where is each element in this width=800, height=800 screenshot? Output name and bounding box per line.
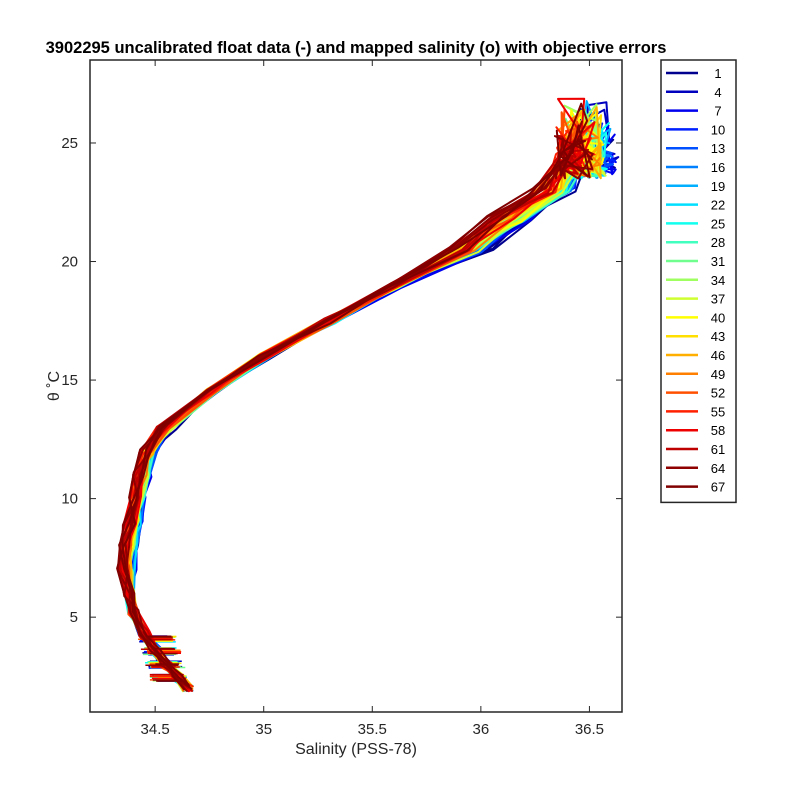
data-lines — [116, 97, 620, 693]
profile-line — [123, 154, 614, 692]
profile-line — [123, 152, 598, 689]
legend-label: 58 — [711, 423, 725, 438]
legend-box — [660, 59, 737, 504]
profile-line — [118, 108, 578, 692]
legend-label: 1 — [714, 66, 721, 81]
y-tick-label: 20 — [61, 254, 78, 271]
legend-label: 34 — [711, 273, 725, 288]
profile-line — [127, 147, 610, 688]
profile-line — [125, 152, 594, 690]
plot-area: 34.5 35 35.5 36 36.5 5 10 15 20 25 — [61, 59, 623, 738]
y-tick-label: 25 — [61, 135, 78, 152]
legend-label: 46 — [711, 348, 725, 363]
legend-label: 13 — [711, 141, 725, 156]
profile-line — [121, 102, 589, 687]
profile-line — [120, 152, 583, 692]
profile-line — [128, 138, 615, 691]
profile-line — [122, 97, 596, 692]
legend-label: 40 — [711, 310, 725, 325]
profile-line — [121, 151, 606, 692]
profile-line — [126, 155, 616, 687]
x-tick-label: 36.5 — [575, 721, 604, 738]
profile-line — [122, 144, 601, 688]
x-tick-label: 36 — [473, 721, 490, 738]
profile-line — [116, 124, 591, 690]
y-tick-label: 10 — [61, 491, 78, 508]
legend-label: 10 — [711, 122, 725, 137]
profile-line — [122, 149, 607, 693]
y-tick-label: 15 — [61, 372, 78, 389]
x-axis-label: Salinity (PSS-78) — [295, 741, 417, 758]
x-tick-label: 35 — [255, 721, 272, 738]
profile-line — [118, 140, 593, 691]
profile-line — [129, 155, 617, 691]
profile-line — [128, 142, 602, 688]
legend-label: 16 — [711, 160, 725, 175]
legend-label: 22 — [711, 198, 725, 213]
profile-line — [125, 143, 606, 687]
legend: 1 4 7 10 13 16 19 22 25 28 31 34 37 40 43 46 49 52 55 58 61 6… — [660, 59, 737, 504]
profile-line — [122, 151, 596, 689]
profile-line — [126, 153, 616, 688]
profile-line — [124, 150, 613, 692]
chart-title: 3902295 uncalibrated float data (-) and … — [46, 39, 667, 57]
legend-label: 61 — [711, 442, 725, 457]
legend-label: 4 — [714, 85, 721, 100]
legend-label: 49 — [711, 367, 725, 382]
legend-label: 7 — [714, 104, 721, 119]
legend-label: 28 — [711, 235, 725, 250]
axes-box — [89, 59, 623, 713]
profile-line — [125, 143, 613, 691]
profile-line — [127, 141, 620, 688]
legend-label: 25 — [711, 216, 725, 231]
legend-label: 19 — [711, 179, 725, 194]
x-tick-label: 34.5 — [141, 721, 170, 738]
profile-line — [127, 150, 608, 692]
profile-line — [119, 153, 596, 692]
legend-label: 43 — [711, 329, 725, 344]
legend-label: 37 — [711, 292, 725, 307]
y-tick-label: 5 — [70, 609, 78, 626]
legend-label: 52 — [711, 386, 725, 401]
legend-label: 64 — [711, 461, 725, 476]
y-axis-label: θ ˚C — [46, 371, 63, 401]
profile-line — [120, 103, 598, 689]
x-tick-label: 35.5 — [358, 721, 387, 738]
profile-line — [123, 138, 606, 690]
legend-label: 67 — [711, 480, 725, 495]
legend-label: 55 — [711, 404, 725, 419]
legend-label: 31 — [711, 254, 725, 269]
